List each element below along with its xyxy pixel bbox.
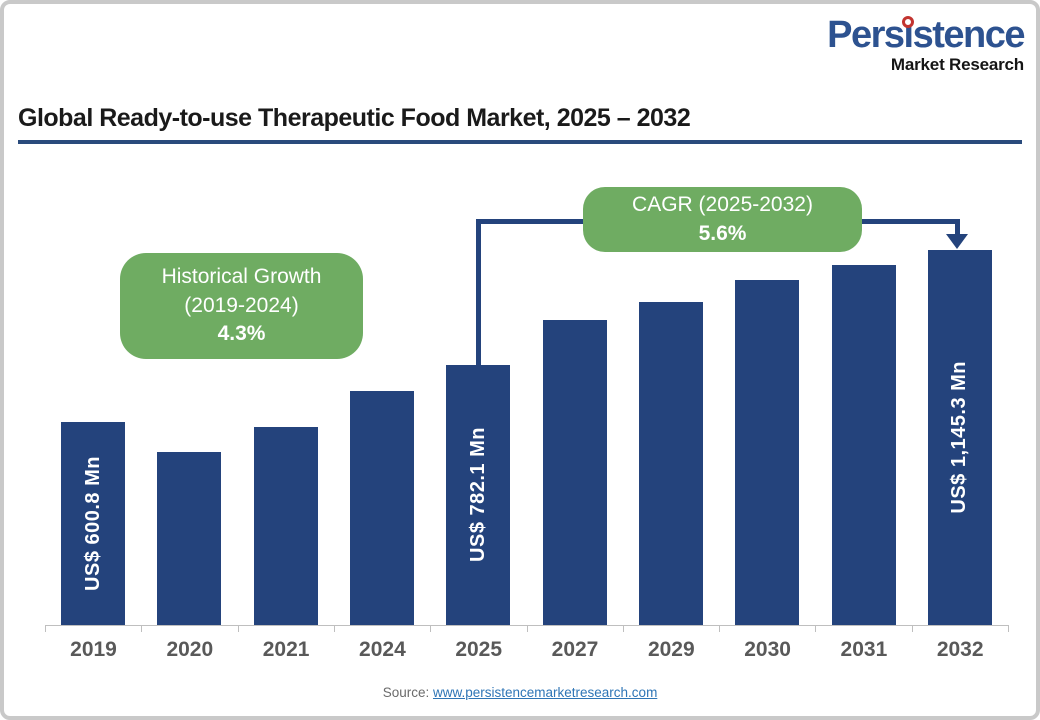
brand-logo: Persistence Market Research — [827, 14, 1026, 74]
brand-word-post: stence — [912, 14, 1026, 56]
brand-wordmark: Persistence — [827, 14, 1026, 56]
x-tick-label-2024: 2024 — [359, 638, 406, 661]
axis-tick — [911, 625, 913, 632]
axis-tick — [430, 625, 432, 632]
cagr-line1: CAGR (2025-2032) — [632, 192, 813, 216]
axis-tick — [719, 625, 721, 632]
bar-2031 — [831, 264, 896, 625]
chart-title: Global Ready-to-use Therapeutic Food Mar… — [18, 104, 691, 132]
bar-2029 — [638, 302, 703, 625]
historical-growth-callout: Historical Growth (2019-2024) 4.3% — [120, 253, 363, 359]
cagr-connector-vertical-right — [955, 219, 960, 235]
brand-word-pre: Pers — [827, 14, 905, 56]
source-line: Source: www.persistencemarketresearch.co… — [0, 685, 1040, 700]
bar-2020 — [157, 452, 222, 625]
x-tick-label-2030: 2030 — [744, 638, 791, 661]
x-tick-label-2019: 2019 — [70, 638, 117, 661]
x-tick-label-2032: 2032 — [936, 638, 984, 661]
axis-tick — [622, 625, 624, 632]
bar-value-label-2019: US$ 600.8 Mn — [81, 455, 104, 591]
bar-2021 — [253, 426, 318, 625]
bar-value-label-2032: US$ 1,145.3 Mn — [948, 361, 971, 514]
x-tick-label-2021: 2021 — [262, 638, 310, 661]
cagr-callout: CAGR (2025-2032) 5.6% — [583, 187, 862, 252]
x-tick-label-2025: 2025 — [455, 638, 503, 661]
bar-2027 — [542, 319, 607, 625]
bar-value-label-2025: US$ 782.1 Mn — [466, 427, 489, 563]
cagr-connector-vertical-left — [476, 219, 481, 369]
cagr-connector-horizontal-right — [858, 219, 960, 224]
axis-tick — [333, 625, 335, 632]
bar-2030 — [735, 280, 800, 625]
cagr-connector-horizontal-left — [476, 219, 586, 224]
bar-2019: US$ 600.8 Mn — [61, 421, 126, 625]
title-underline — [18, 140, 1022, 144]
historical-growth-line2: (2019-2024) — [184, 293, 299, 317]
axis-tick — [237, 625, 239, 632]
bar-2025: US$ 782.1 Mn — [446, 364, 511, 625]
historical-growth-value: 4.3% — [217, 322, 266, 346]
x-tick-label-2020: 2020 — [166, 638, 214, 661]
axis-tick — [141, 625, 143, 632]
historical-growth-line1: Historical Growth — [161, 264, 322, 288]
cagr-value: 5.6% — [698, 221, 747, 245]
bar-2024 — [350, 390, 415, 625]
x-tick-label-2029: 2029 — [647, 638, 695, 661]
brand-dotted-i-icon: i — [903, 14, 915, 56]
axis-tick — [1008, 625, 1009, 632]
bar-2032: US$ 1,145.3 Mn — [927, 250, 992, 625]
x-tick-label-2031: 2031 — [840, 638, 888, 661]
arrow-down-icon — [946, 234, 968, 249]
axis-tick — [45, 625, 46, 632]
source-label: Source: — [382, 685, 430, 700]
brand-subtitle: Market Research — [890, 55, 1024, 74]
axis-tick — [815, 625, 817, 632]
source-link[interactable]: www.persistencemarketresearch.com — [432, 685, 658, 700]
axis-tick — [526, 625, 528, 632]
x-tick-label-2027: 2027 — [551, 638, 599, 661]
